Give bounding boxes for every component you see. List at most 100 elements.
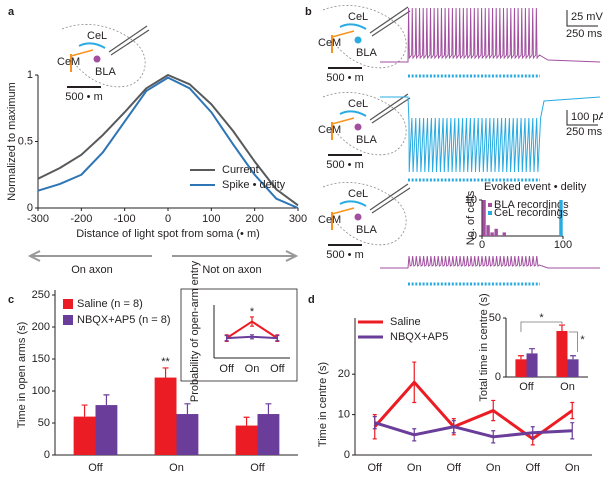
region-label: CeM [57,56,80,68]
inset-frame [180,288,298,382]
scale-label: 100 pA [571,111,603,123]
legend-label: Spike • delity [222,179,286,191]
x-axis-label: Distance of light spot from soma (• m) [76,228,260,240]
panel-label: b [305,6,312,18]
scale-label: 500 • m [326,159,363,171]
brain-outline [61,24,146,88]
scale-label: 500 • m [65,91,102,103]
scale-label: 250 ms [566,126,603,138]
bar [515,359,527,377]
error-bar [250,316,254,327]
legend-label: NBQX+AP5 (n = 8) [77,314,171,326]
bla-neuron [354,36,362,44]
axon-label: On axon [71,264,113,276]
region-label: CeL [348,188,368,200]
x-tick-label: Off [270,363,285,375]
bla-neuron [354,213,362,221]
panel-label: d [308,294,315,306]
x-tick-label: Off [88,462,103,474]
cem-fiber [70,49,94,57]
histogram-bar [559,200,563,236]
legend-label: CeL recordings [494,207,569,219]
cel-outline [339,23,367,30]
error-bar [451,420,456,434]
significance: * [250,306,255,318]
x-tick-label: 300 [289,213,307,225]
electrode [108,25,150,56]
bar [556,330,568,377]
x-tick-label: Off [526,462,541,474]
scale-label: 250 ms [566,28,603,40]
y-tick-label: 250 [32,289,50,301]
voltage-trace [380,255,600,269]
legend-swatch [63,315,73,325]
cem-fiber [331,207,355,215]
error-bar [81,404,88,417]
significance-bracket [520,321,563,332]
x-tick-label: 100 [202,213,220,225]
y-tick-label: 0 [344,449,350,461]
error-bar [558,324,565,331]
x-tick-label: -200 [70,213,92,225]
y-axis-label: Time in open arms (s) [16,322,28,429]
x-tick-label: On [169,462,184,474]
series-line [37,74,299,207]
region-label: CeL [87,30,107,42]
y-tick-label: 0 [471,230,477,242]
x-tick-label: 0 [479,239,485,251]
bar [526,353,538,377]
error-bar [570,401,575,420]
bar [235,425,258,455]
scale-bar [566,110,598,126]
error-bar [265,403,272,415]
current-trace [380,96,601,173]
legend-label: Saline (n = 8) [77,298,143,310]
brain-outline [322,182,407,246]
bar [567,359,579,377]
bar [176,414,199,455]
y-tick-label: 150 [32,353,50,365]
legend-swatch [488,203,492,207]
x-tick-label: Off [447,462,462,474]
x-tick-label: On [486,462,501,474]
legend-swatch [63,299,73,309]
scale-label: 25 mV [571,11,603,23]
y-tick-label: 10 [338,409,350,421]
error-bar [491,399,496,422]
error-bar [162,367,169,378]
error-bar [184,403,191,415]
region-label: CeL [348,11,368,23]
chart-title: Evoked event • delity [484,181,587,193]
brain-outline [322,5,407,69]
y-tick-label: 100 [32,385,50,397]
error-bar [103,394,110,406]
axon-arrow [172,250,299,262]
x-tick-label: -100 [114,213,136,225]
bar [73,416,96,455]
bla-neuron [93,55,101,63]
significance-bracket [568,331,578,352]
x-tick-label: Off [519,381,534,393]
x-tick-label: 100 [554,239,572,251]
x-tick-label: Off [219,363,234,375]
x-tick-label: Off [368,462,383,474]
error-bar [243,416,250,426]
y-tick-label: 0 [27,202,33,214]
y-axis-label: Normalized to maximum [6,82,18,201]
series-line [374,421,573,439]
y-axis-label: Probability of open-arm entry [189,260,201,402]
histogram-bar [502,232,506,236]
region-label: CeM [318,124,341,136]
cem-fiber [331,117,355,125]
y-tick-label: 200 [32,321,50,333]
cel-outline [339,200,367,207]
axon-label: Not on axon [202,264,261,276]
histogram-bar [494,228,498,236]
error-bar [530,426,535,440]
scale-bar [566,10,598,27]
legend-label: Current [222,164,259,176]
legend-label: BLA recordings [494,199,569,211]
significance: ** [161,356,170,368]
error-bar [412,361,417,404]
scale-label: 500 • m [326,249,363,261]
